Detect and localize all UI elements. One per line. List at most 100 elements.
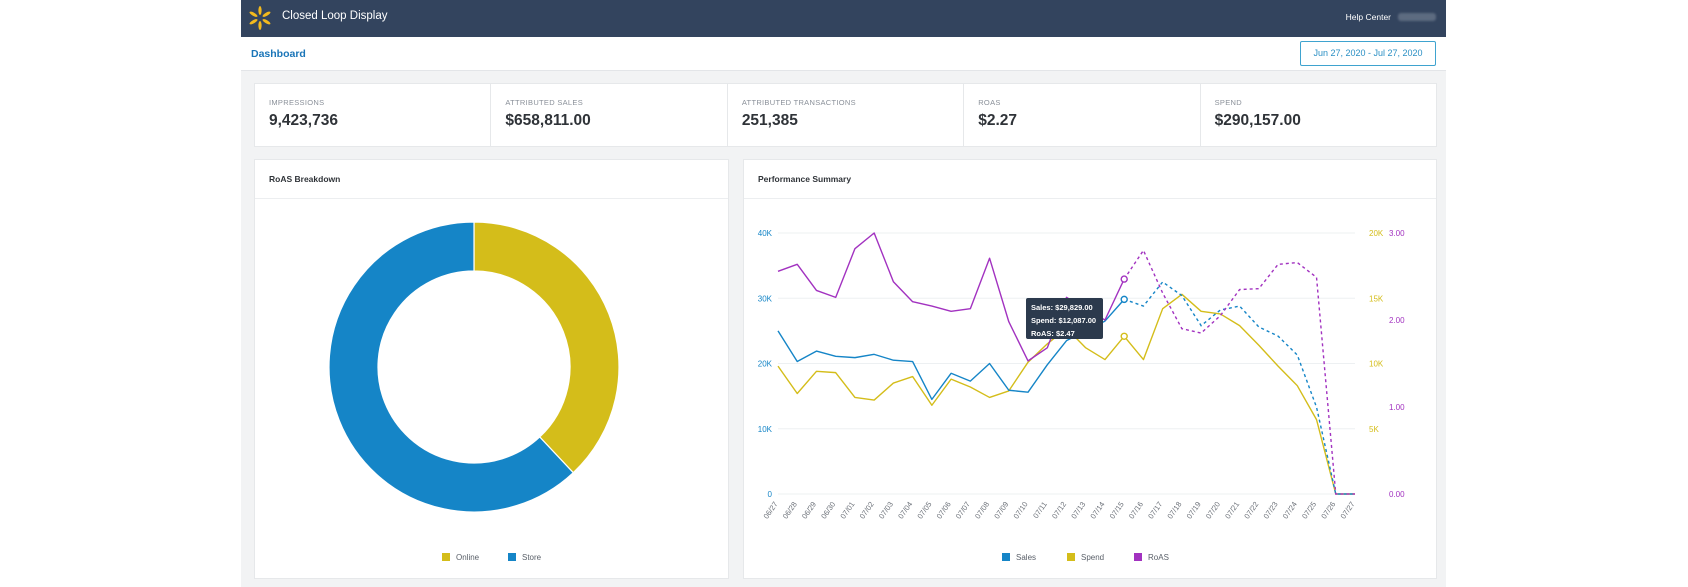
card-title: RoAS Breakdown (269, 174, 341, 184)
date-range-button[interactable]: Jun 27, 2020 - Jul 27, 2020 (1300, 41, 1436, 66)
x-tick-label: 06/30 (819, 500, 837, 521)
x-tick-label: 07/04 (896, 500, 914, 521)
y-left-tick-label: 20K (758, 360, 773, 369)
x-tick-label: 07/23 (1262, 500, 1280, 521)
y-right-roas-tick-label: 1.00 (1389, 403, 1405, 412)
x-tick-label: 07/26 (1319, 500, 1337, 521)
metric-value: $290,157.00 (1214, 112, 1301, 129)
metric-roas: ROAS $2.27 (964, 84, 1201, 146)
y-left-tick-label: 0 (768, 490, 773, 499)
donut-slice-online (473, 221, 620, 474)
x-tick-label: 06/28 (781, 500, 799, 521)
legend-online[interactable]: Online (442, 553, 479, 562)
legend-swatch (1002, 553, 1010, 561)
spark-logo-icon[interactable] (247, 5, 273, 31)
chart-tooltip: Sales: $29,829.00 Spend: $12,087.00 RoAS: … (1026, 298, 1103, 339)
metric-spend: SPEND $290,157.00 (1201, 84, 1436, 146)
performance-summary-card: Performance Summary 0 10K 20K 30K 40K 5K 10K 15… (744, 160, 1436, 578)
x-tick-label: 06/29 (800, 500, 818, 521)
x-tick-label: 06/27 (761, 500, 779, 521)
x-tick-label: 07/27 (1338, 500, 1356, 521)
x-tick-label: 07/21 (1223, 500, 1241, 521)
legend-roas[interactable]: RoAS (1134, 553, 1169, 562)
x-tick-label: 07/10 (1012, 500, 1030, 521)
x-tick-label: 07/07 (954, 500, 972, 521)
app-title: Closed Loop Display (282, 10, 388, 22)
hover-marker-sales (1120, 295, 1128, 304)
divider (744, 198, 1436, 199)
metric-value: $658,811.00 (505, 112, 591, 129)
x-tick-label: 07/03 (877, 500, 895, 521)
metric-label: IMPRESSIONS (269, 98, 325, 107)
metric-value: $2.27 (978, 112, 1018, 129)
y-right-spend-tick-label: 20K (1369, 229, 1384, 238)
x-tick-label: 07/15 (1108, 500, 1126, 521)
y-right-roas-tick-label: 2.00 (1389, 316, 1405, 325)
user-menu[interactable] (1398, 13, 1436, 21)
x-tick-label: 07/09 (992, 500, 1010, 521)
hover-marker-roas (1120, 275, 1128, 283)
metric-impressions: IMPRESSIONS 9,423,736 (255, 84, 492, 146)
legend-label: Sales (1016, 553, 1037, 562)
y-right-spend-tick-label: 15K (1369, 294, 1384, 303)
legend-spend[interactable]: Spend (1067, 553, 1104, 562)
x-tick-label: 07/17 (1146, 500, 1164, 521)
metric-value: 9,423,736 (269, 112, 338, 129)
app-frame: Closed Loop Display Help Center Dashboar… (241, 0, 1446, 587)
hover-marker-spend (1120, 332, 1128, 340)
legend-swatch (508, 553, 516, 561)
metric-value: 251,385 (741, 112, 798, 129)
legend-label: Spend (1081, 553, 1105, 562)
legend-label: RoAS (1148, 553, 1169, 562)
card-title: Performance Summary (758, 174, 852, 184)
series-projection-roas (1123, 248, 1355, 495)
y-left-tick-label: 40K (758, 229, 773, 238)
x-tick-label: 07/16 (1127, 500, 1145, 521)
breadcrumb-dashboard[interactable]: Dashboard (251, 48, 306, 60)
series-line-roas (777, 232, 1125, 362)
x-tick-label: 07/22 (1242, 500, 1260, 521)
x-tick-label: 07/08 (973, 500, 991, 521)
metric-attributed-transactions: ATTRIBUTED TRANSACTIONS 251,385 (728, 84, 965, 146)
x-tick-label: 07/19 (1185, 500, 1203, 521)
legend-label: Store (522, 553, 542, 562)
y-left-tick-label: 10K (758, 425, 773, 434)
x-tick-label: 07/11 (1031, 500, 1049, 520)
performance-line-chart: 0 10K 20K 30K 40K 5K 10K 15K 20K 0.00 1.00 2.00 3.00… (758, 229, 1405, 521)
legend-swatch (1134, 553, 1142, 561)
metric-label: ATTRIBUTED SALES (505, 98, 583, 107)
metric-label: SPEND (1214, 98, 1242, 107)
tooltip-box (1026, 298, 1103, 339)
x-tick-label: 07/02 (858, 500, 876, 521)
tooltip-roas: RoAS: $2.47 (1031, 329, 1075, 338)
x-tick-label: 07/05 (915, 500, 933, 521)
sub-header: Dashboard Jun 27, 2020 - Jul 27, 2020 (241, 37, 1446, 71)
help-center-link[interactable]: Help Center (1345, 12, 1391, 22)
tooltip-sales: Sales: $29,829.00 (1031, 303, 1093, 312)
roas-breakdown-card: RoAS Breakdown Online Store (255, 160, 728, 578)
metric-label: ROAS (978, 98, 1001, 107)
y-right-spend-tick-label: 5K (1369, 425, 1379, 434)
y-right-spend-tick-label: 10K (1369, 360, 1384, 369)
x-tick-label: 07/13 (1069, 500, 1087, 521)
metrics-bar: IMPRESSIONS 9,423,736 ATTRIBUTED SALES $… (255, 84, 1436, 146)
x-tick-label: 07/14 (1088, 500, 1106, 521)
legend-swatch (1067, 553, 1075, 561)
top-navbar: Closed Loop Display Help Center (241, 0, 1446, 37)
divider (255, 198, 728, 199)
tooltip-spend: Spend: $12,087.00 (1031, 316, 1096, 325)
legend-label: Online (456, 553, 480, 562)
x-tick-label: 07/06 (935, 500, 953, 521)
y-right-roas-tick-label: 0.00 (1389, 490, 1405, 499)
x-tick-label: 07/01 (838, 500, 856, 521)
legend-sales[interactable]: Sales (1002, 553, 1036, 562)
legend-store[interactable]: Store (508, 553, 541, 562)
metric-label: ATTRIBUTED TRANSACTIONS (741, 98, 856, 107)
roas-donut-chart (328, 221, 620, 513)
legend-swatch (442, 553, 450, 561)
x-tick-label: 07/20 (1204, 500, 1222, 521)
metric-attributed-sales: ATTRIBUTED SALES $658,811.00 (491, 84, 728, 146)
x-tick-label: 07/24 (1281, 500, 1299, 521)
donut-slice-store (328, 221, 575, 513)
y-left-tick-label: 30K (758, 294, 773, 303)
